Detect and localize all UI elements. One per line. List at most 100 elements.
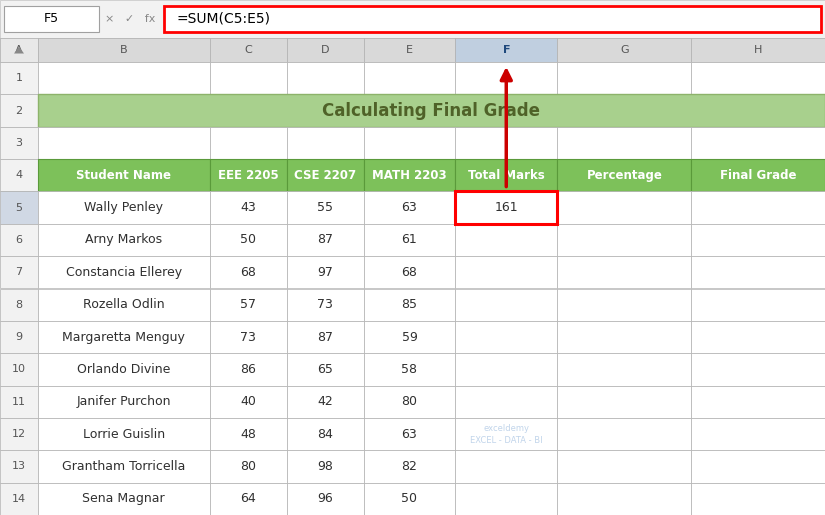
Text: 43: 43	[240, 201, 256, 214]
Bar	[0, 224, 38, 256]
Bar	[38, 450, 210, 483]
Text: 85: 85	[402, 298, 417, 311]
Bar	[558, 256, 691, 288]
Text: 63: 63	[402, 427, 417, 441]
Bar	[210, 256, 287, 288]
Bar	[364, 38, 455, 62]
Bar	[210, 483, 287, 515]
Text: 68: 68	[240, 266, 256, 279]
Text: 80: 80	[402, 395, 417, 408]
Bar	[691, 353, 825, 386]
Bar	[210, 353, 287, 386]
Bar	[558, 288, 691, 321]
Text: 58: 58	[402, 363, 417, 376]
Bar	[364, 483, 455, 515]
Bar	[691, 62, 825, 94]
Text: 82: 82	[402, 460, 417, 473]
Text: 64: 64	[240, 492, 256, 505]
Bar	[210, 386, 287, 418]
Text: 5: 5	[16, 202, 22, 213]
Bar	[455, 38, 558, 62]
Bar	[103, 6, 158, 32]
Text: H: H	[754, 45, 762, 55]
Text: Total Marks: Total Marks	[468, 169, 544, 182]
Bar	[210, 321, 287, 353]
Text: 87: 87	[318, 233, 333, 247]
Bar	[691, 127, 825, 159]
Bar	[691, 418, 825, 450]
Bar	[287, 127, 364, 159]
Text: 84: 84	[318, 427, 333, 441]
Text: Percentage: Percentage	[587, 169, 662, 182]
Text: 3: 3	[16, 138, 22, 148]
Bar	[558, 386, 691, 418]
Text: F: F	[502, 45, 510, 55]
Text: Wally Penley: Wally Penley	[84, 201, 163, 214]
Bar	[287, 192, 364, 224]
Bar	[364, 62, 455, 94]
Bar	[455, 288, 558, 321]
Text: C: C	[244, 45, 252, 55]
Bar	[0, 127, 38, 159]
Bar	[364, 192, 455, 224]
Text: E: E	[406, 45, 413, 55]
Bar	[38, 38, 210, 62]
Text: 161: 161	[494, 201, 518, 214]
Bar	[38, 353, 210, 386]
Bar	[38, 159, 210, 192]
Bar	[691, 159, 825, 192]
Bar	[287, 386, 364, 418]
Bar	[287, 288, 364, 321]
Bar	[558, 450, 691, 483]
Bar	[691, 192, 825, 224]
Bar	[287, 450, 364, 483]
Bar	[455, 386, 558, 418]
Bar	[691, 386, 825, 418]
Bar	[364, 353, 455, 386]
Bar	[287, 483, 364, 515]
Bar	[691, 288, 825, 321]
Bar	[0, 192, 38, 224]
Text: EEE 2205: EEE 2205	[218, 169, 279, 182]
Bar	[455, 192, 558, 224]
Bar	[4, 6, 99, 32]
Text: Final Grade: Final Grade	[720, 169, 796, 182]
Bar	[210, 450, 287, 483]
Bar	[558, 127, 691, 159]
Bar	[364, 418, 455, 450]
Bar	[0, 38, 38, 62]
Bar	[38, 256, 210, 288]
Bar	[0, 94, 38, 127]
Text: F5: F5	[44, 12, 59, 26]
Bar	[38, 94, 825, 127]
Bar	[38, 62, 210, 94]
Text: Janifer Purchon: Janifer Purchon	[77, 395, 171, 408]
Bar	[0, 321, 38, 353]
Bar	[38, 192, 210, 224]
Bar	[558, 192, 691, 224]
Bar	[0, 353, 38, 386]
Text: 10: 10	[12, 365, 26, 374]
Text: 59: 59	[402, 331, 417, 344]
Text: Grantham Torricella: Grantham Torricella	[62, 460, 186, 473]
Bar	[455, 353, 558, 386]
Bar	[38, 321, 210, 353]
Bar	[210, 62, 287, 94]
Bar	[210, 224, 287, 256]
Bar	[455, 483, 558, 515]
Bar	[455, 127, 558, 159]
Text: 6: 6	[16, 235, 22, 245]
Bar	[455, 256, 558, 288]
Bar	[364, 159, 455, 192]
Bar	[38, 386, 210, 418]
Text: 4: 4	[16, 170, 22, 180]
Text: 98: 98	[318, 460, 333, 473]
Bar	[364, 450, 455, 483]
Bar	[455, 224, 558, 256]
Bar	[558, 321, 691, 353]
Text: MATH 2203: MATH 2203	[372, 169, 447, 182]
Text: Rozella Odlin: Rozella Odlin	[83, 298, 165, 311]
Text: 12: 12	[12, 429, 26, 439]
Text: A: A	[15, 45, 23, 55]
Text: 55: 55	[318, 201, 333, 214]
